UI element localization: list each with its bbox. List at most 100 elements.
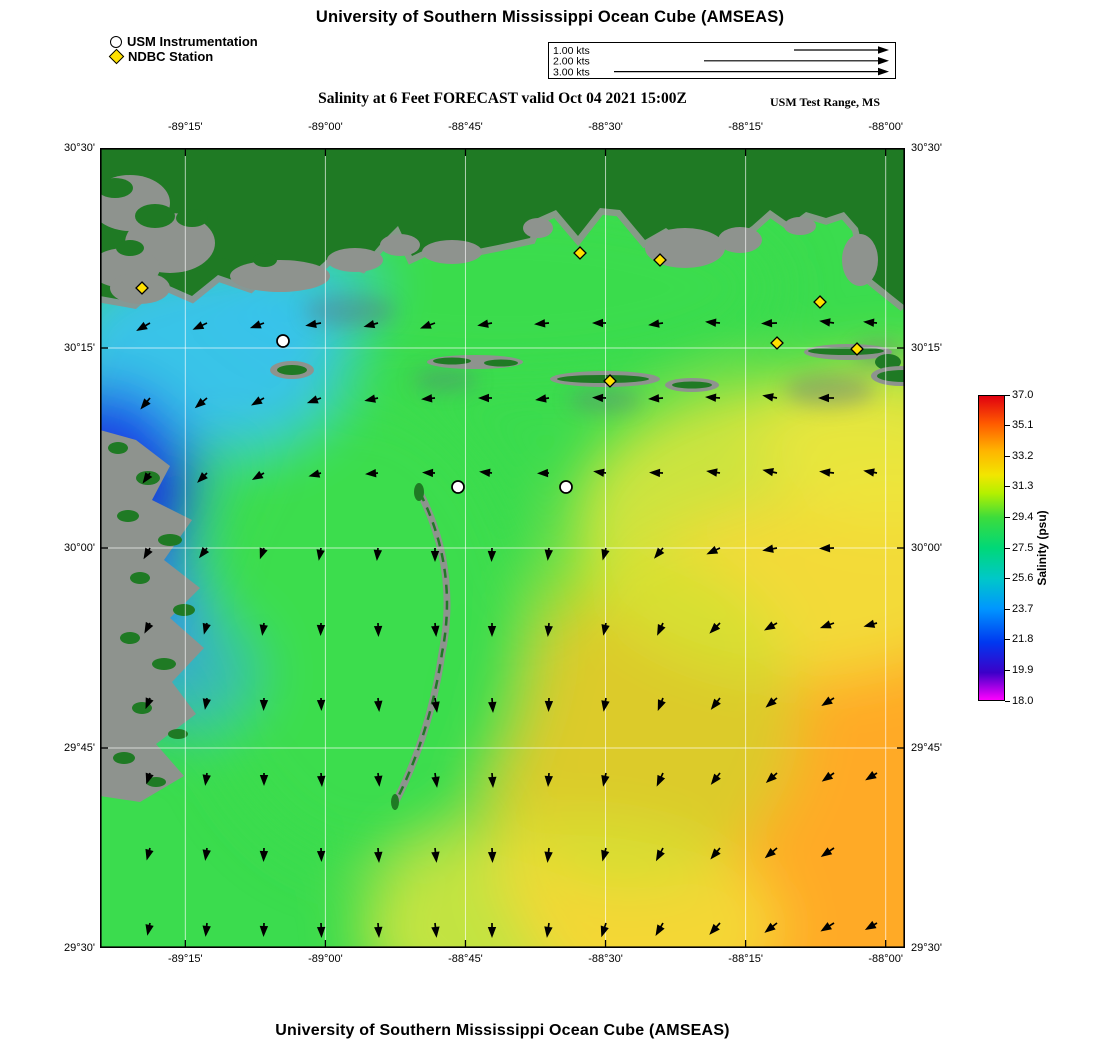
current-arrow xyxy=(706,468,721,477)
ocean-salinity-field xyxy=(100,193,905,948)
current-arrow xyxy=(655,922,665,936)
current-arrow xyxy=(431,922,440,938)
chandeleur-tip xyxy=(414,483,424,501)
current-arrow xyxy=(259,697,269,711)
legend-ndbc-label: NDBC Station xyxy=(128,49,214,64)
current-arrow xyxy=(592,393,607,403)
current-arrow xyxy=(820,922,835,932)
ship-island xyxy=(484,359,518,367)
current-arrow xyxy=(477,319,493,328)
current-arrow xyxy=(710,697,721,710)
axis-tick-label-lat: 30°15' xyxy=(64,342,95,354)
current-arrow xyxy=(656,772,666,787)
legend-usm-label: USM Instrumentation xyxy=(127,34,258,49)
current-arrow xyxy=(259,622,268,636)
current-arrow xyxy=(600,922,609,938)
current-arrow xyxy=(657,697,666,711)
axis-tick-label-lon: -88°30' xyxy=(588,953,623,965)
axis-tick-label-lon: -88°45' xyxy=(448,121,483,133)
current-arrow xyxy=(818,393,834,403)
ndbc-station-marker xyxy=(135,281,149,295)
current-arrow xyxy=(764,621,778,631)
current-arrow xyxy=(706,545,721,555)
axis-tick-label-lon: -88°30' xyxy=(588,121,623,133)
current-arrow xyxy=(202,697,211,710)
usm-instrumentation-marker xyxy=(559,480,573,494)
plume-patch xyxy=(305,295,395,327)
current-arrow xyxy=(601,622,610,636)
horn-island xyxy=(557,375,649,383)
current-arrow xyxy=(364,394,379,403)
forecast-subtitle: Salinity at 6 Feet FORECAST valid Oct 04… xyxy=(318,90,687,107)
colorbar xyxy=(978,395,1005,701)
current-arrow xyxy=(535,394,550,403)
current-arrow xyxy=(820,847,835,857)
current-arrow xyxy=(136,321,151,331)
current-arrow xyxy=(819,318,835,327)
axis-tick-label-lon: -88°15' xyxy=(728,121,763,133)
current-arrow xyxy=(142,472,153,484)
current-arrow xyxy=(648,394,664,403)
axis-tick-label-lon: -88°15' xyxy=(728,953,763,965)
current-arrow xyxy=(593,468,607,477)
map-plot xyxy=(100,147,906,949)
ndbc-station-marker xyxy=(813,295,827,309)
current-arrow xyxy=(705,393,721,402)
velocity-scale-legend: 1.00 kts 2.00 kts 3.00 kts xyxy=(548,42,896,79)
colorbar-tick-label: 37.0 xyxy=(1012,388,1034,401)
legend-row-usm: USM Instrumentation xyxy=(110,34,258,49)
colorbar-tick xyxy=(1005,608,1010,610)
current-arrow xyxy=(374,697,383,712)
current-arrow xyxy=(374,922,383,938)
current-arrow xyxy=(487,923,497,938)
frame-tick-marks xyxy=(100,147,905,949)
current-arrow xyxy=(819,620,835,629)
current-arrow xyxy=(365,468,379,478)
axis-tick-label-lon: -89°00' xyxy=(308,121,343,133)
current-arrow xyxy=(145,697,154,710)
velocity-arrow-head xyxy=(878,67,889,76)
current-arrow xyxy=(431,622,440,637)
current-arrow xyxy=(649,468,664,478)
current-arrow xyxy=(194,397,208,409)
current-arrow xyxy=(765,697,778,708)
current-arrow xyxy=(544,547,553,561)
current-arrow xyxy=(143,547,153,560)
colorbar-tick-label: 27.5 xyxy=(1012,541,1034,554)
current-arrow xyxy=(544,622,553,637)
velocity-scale-label: 3.00 kts xyxy=(553,66,590,78)
colorbar-tick-label: 21.8 xyxy=(1012,633,1034,646)
chandeleur-arc xyxy=(393,492,449,804)
current-vector-field xyxy=(136,318,878,938)
current-arrow xyxy=(431,697,440,713)
current-arrow xyxy=(544,697,554,712)
current-arrow xyxy=(592,318,606,328)
current-arrow xyxy=(648,319,664,328)
current-arrow xyxy=(657,622,666,636)
current-arrow xyxy=(764,847,778,859)
current-arrow xyxy=(534,319,550,328)
colorbar-tick xyxy=(1005,547,1010,549)
colorbar-tick-label: 31.3 xyxy=(1012,480,1034,493)
petit-bois-island xyxy=(672,381,712,389)
current-arrow xyxy=(488,772,497,788)
current-arrow xyxy=(601,847,610,862)
plume-patch xyxy=(569,390,641,410)
current-arrow xyxy=(421,394,436,403)
axis-tick-label-lat: 30°15' xyxy=(911,342,942,354)
current-arrow xyxy=(765,772,778,784)
station-legend: USM Instrumentation NDBC Station xyxy=(108,34,258,65)
velocity-arrow-head xyxy=(878,57,889,65)
current-arrow xyxy=(305,319,322,329)
current-arrow xyxy=(373,622,383,637)
colorbar-tick-label: 25.6 xyxy=(1012,572,1034,585)
current-arrow xyxy=(431,847,440,863)
current-arrow xyxy=(202,847,211,861)
current-arrow xyxy=(487,547,497,562)
current-arrow xyxy=(145,922,154,936)
current-arrow xyxy=(316,547,325,561)
current-arrow xyxy=(202,772,211,786)
land-masses xyxy=(100,148,905,810)
range-label: USM Test Range, MS xyxy=(770,95,881,109)
